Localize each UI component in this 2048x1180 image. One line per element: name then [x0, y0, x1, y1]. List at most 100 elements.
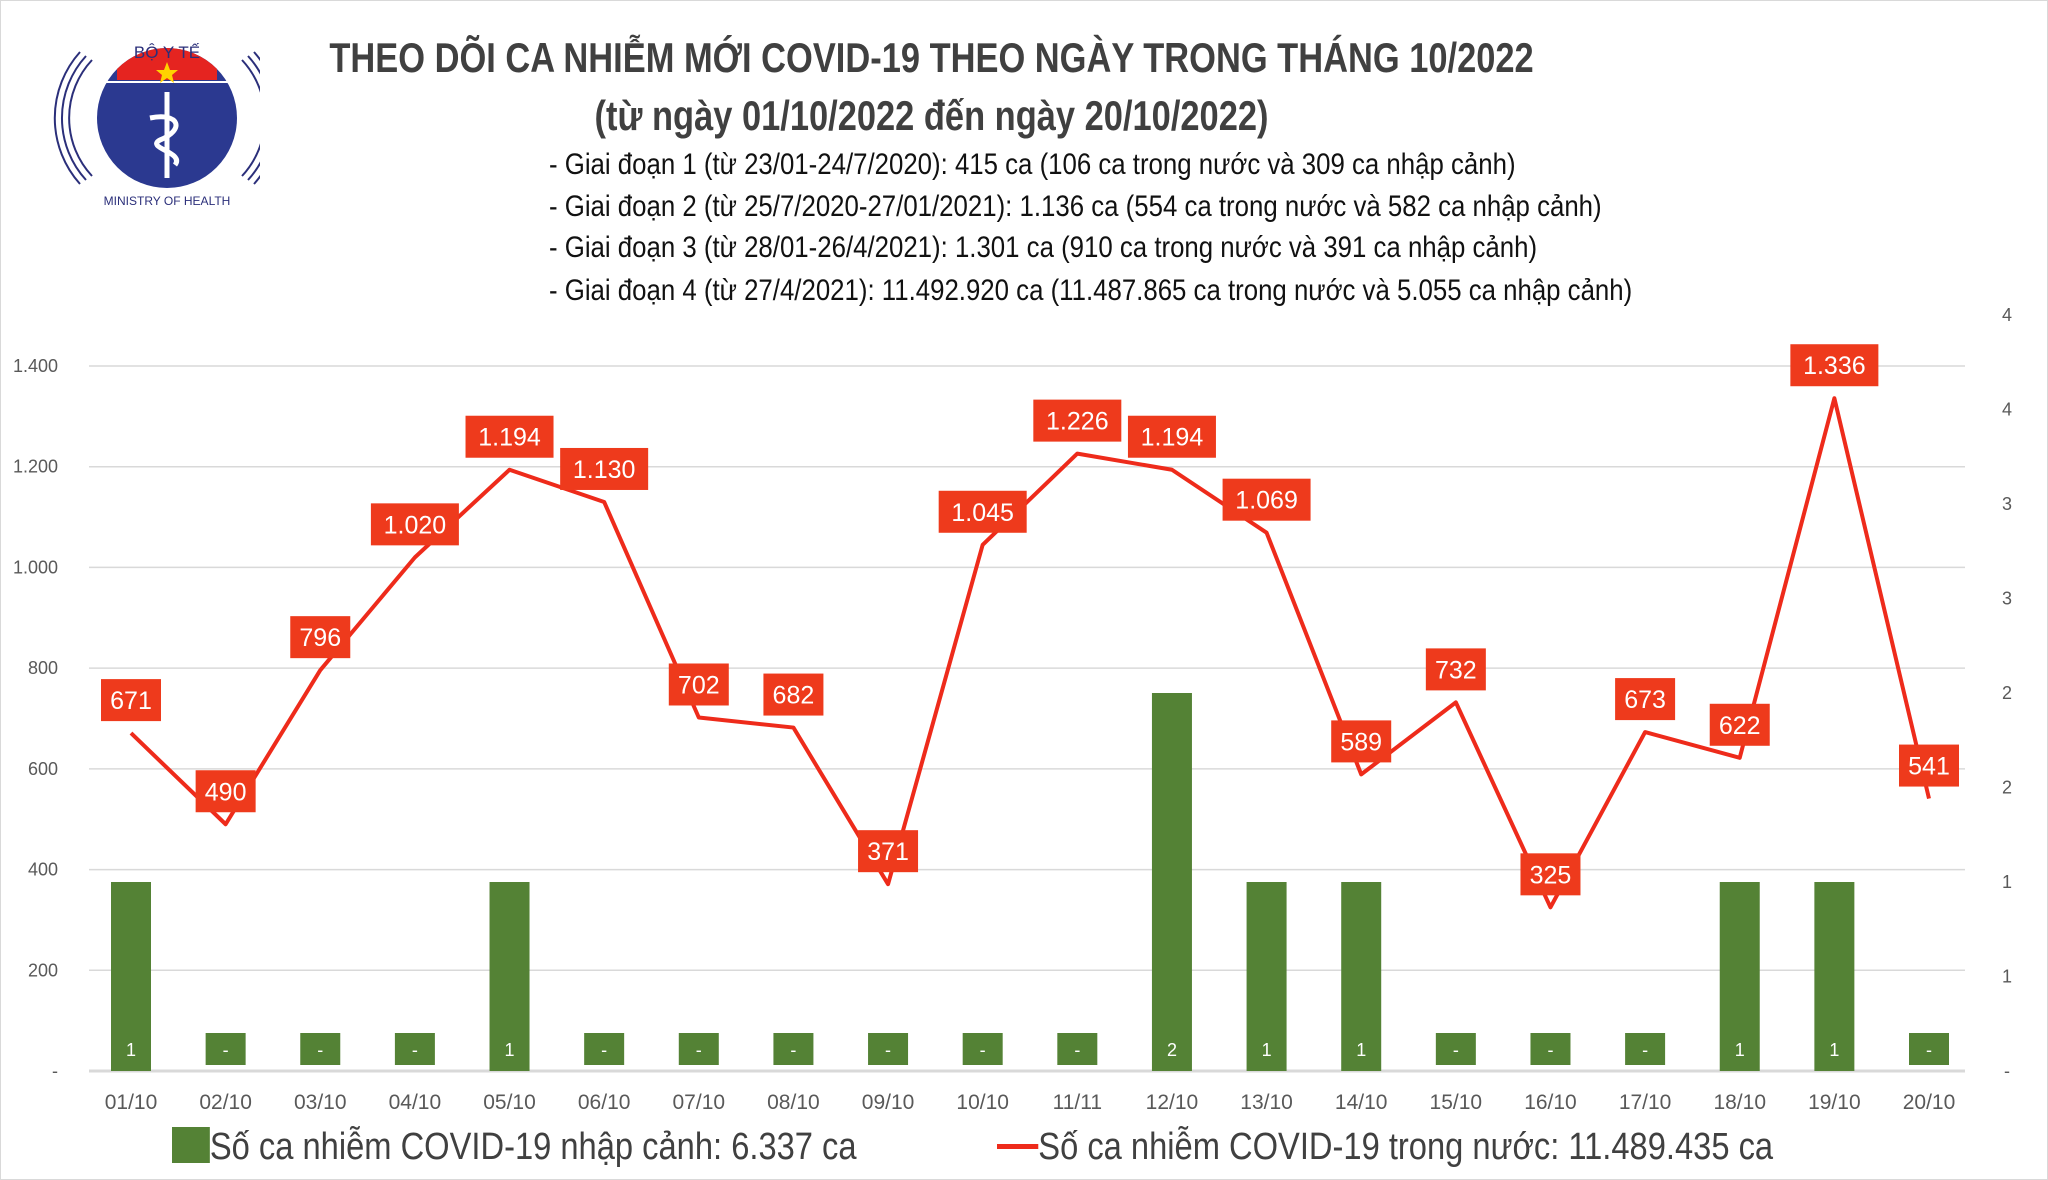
bar-imported — [205, 1033, 246, 1065]
line-data-label-box — [1520, 853, 1581, 896]
y-left-tick-label: 1.000 — [13, 557, 58, 577]
bar-data-label: 2 — [1167, 1040, 1177, 1060]
bar-imported — [489, 882, 530, 1071]
y-left-tick-label: 1.200 — [13, 457, 58, 477]
svg-text:BỘ Y TẾ: BỘ Y TẾ — [134, 43, 200, 62]
line-data-label: 490 — [205, 778, 247, 806]
x-tick-label: 08/10 — [767, 1091, 820, 1114]
bar-data-label: - — [223, 1040, 229, 1060]
bar-imported — [1625, 1033, 1666, 1065]
bar-imported — [773, 1033, 814, 1065]
line-data-label-box — [858, 830, 919, 873]
bar-imported — [1341, 882, 1382, 1071]
x-tick-label: 19/10 — [1808, 1091, 1861, 1114]
line-data-label-box — [668, 663, 729, 706]
bar-data-label: - — [317, 1040, 323, 1060]
x-tick-label: 11/11 — [1053, 1091, 1102, 1114]
chart-subtitle: (từ ngày 01/10/2022 đến ngày 20/10/2022) — [594, 92, 1269, 139]
x-tick-label: 04/10 — [389, 1091, 442, 1114]
y-left-tick-label: 600 — [28, 759, 58, 779]
line-data-label-box — [195, 770, 256, 813]
bar-data-label: 1 — [1829, 1040, 1839, 1060]
bar-imported — [962, 1033, 1003, 1065]
bar-imported — [1530, 1033, 1571, 1065]
bar-data-label: - — [1453, 1040, 1459, 1060]
line-data-label-box — [101, 679, 161, 722]
x-tick-label: 09/10 — [862, 1091, 915, 1114]
bar-data-label: - — [1074, 1040, 1080, 1060]
stage-note-3: - Giai đoạn 3 (từ 28/01-26/4/2021): 1.30… — [549, 231, 1538, 264]
line-data-label-box — [1127, 415, 1216, 458]
bar-data-label: - — [885, 1040, 891, 1060]
line-data-label: 796 — [299, 624, 341, 652]
bar-data-label: - — [980, 1040, 986, 1060]
line-data-label: 732 — [1435, 656, 1477, 684]
x-tick-label: 02/10 — [199, 1091, 252, 1114]
x-tick-label: 14/10 — [1335, 1091, 1388, 1114]
bar-data-label: 1 — [1262, 1040, 1272, 1060]
bar-imported — [1151, 693, 1192, 1071]
line-data-label: 1.020 — [384, 511, 447, 539]
y-left-tick-label: 1.400 — [13, 356, 58, 376]
line-data-label: 1.226 — [1046, 408, 1109, 436]
y-right-tick-label: 4 — [2002, 400, 2012, 420]
x-tick-label: 07/10 — [673, 1091, 726, 1114]
line-data-label-box — [1425, 648, 1486, 691]
line-data-label-box — [1790, 344, 1879, 387]
bar-imported — [394, 1033, 435, 1065]
line-data-label: 1.336 — [1803, 352, 1866, 380]
line-data-label: 1.045 — [951, 499, 1014, 527]
line-data-label: 671 — [110, 687, 152, 715]
bar-data-label: 1 — [1735, 1040, 1745, 1060]
line-data-label-box — [1709, 703, 1770, 746]
x-tick-label: 03/10 — [294, 1091, 347, 1114]
x-tick-label: 20/10 — [1903, 1091, 1956, 1114]
bar-imported — [868, 1033, 909, 1065]
line-data-label: 589 — [1340, 728, 1382, 756]
x-tick-label: 12/10 — [1146, 1091, 1199, 1114]
line-data-label-box — [370, 503, 459, 546]
bar-imported — [1246, 882, 1287, 1071]
svg-text:MINISTRY OF HEALTH: MINISTRY OF HEALTH — [104, 194, 231, 208]
line-data-label-box — [1033, 399, 1122, 442]
line-data-label-box — [465, 415, 554, 458]
bar-imported — [678, 1033, 719, 1065]
x-tick-label: 16/10 — [1524, 1091, 1577, 1114]
bar-data-label: 1 — [1356, 1040, 1366, 1060]
line-data-label-box — [290, 616, 351, 659]
y-left-tick-label: - — [52, 1061, 58, 1081]
x-tick-label: 05/10 — [483, 1091, 536, 1114]
line-data-label: 1.130 — [573, 456, 636, 484]
bar-imported — [1909, 1033, 1949, 1065]
bar-imported — [1435, 1033, 1476, 1065]
bar-data-label: - — [696, 1040, 702, 1060]
y-right-tick-label: 1 — [2002, 967, 2012, 987]
bar-imported — [1057, 1033, 1098, 1065]
y-right-tick-label: 2 — [2002, 683, 2012, 703]
x-tick-label: 17/10 — [1619, 1091, 1672, 1114]
bar-data-label: - — [790, 1040, 796, 1060]
chart-title: THEO DÕI CA NHIỄM MỚI COVID-19 THEO NGÀY… — [329, 34, 1534, 81]
stage-note-2: - Giai đoạn 2 (từ 25/7/2020-27/01/2021):… — [549, 190, 1602, 223]
line-data-label: 702 — [678, 671, 720, 699]
y-left-tick-label: 800 — [28, 658, 58, 678]
y-right-tick-label: - — [2004, 1061, 2010, 1081]
stage-note-4: - Giai đoạn 4 (từ 27/4/2021): 11.492.920… — [549, 274, 1633, 307]
y-left-tick-label: 400 — [28, 860, 58, 880]
line-data-label-box — [1331, 720, 1392, 763]
x-tick-label: 06/10 — [578, 1091, 631, 1114]
bar-data-label: - — [601, 1040, 607, 1060]
y-right-tick-label: 3 — [2002, 589, 2012, 609]
line-data-label-box — [560, 447, 649, 490]
legend-label-imported: Số ca nhiễm COVID-19 nhập cảnh: 6.337 ca — [209, 1126, 857, 1168]
line-domestic — [129, 396, 1931, 910]
bar-imported — [300, 1033, 341, 1065]
y-right-tick-label: 3 — [2002, 494, 2012, 514]
line-data-label: 1.194 — [1141, 424, 1204, 452]
y-left-tick-label: 200 — [28, 960, 58, 980]
ministry-of-health-logo: BỘ Y TẾ MINISTRY OF HEALTH — [53, 43, 260, 208]
line-data-label-box — [763, 673, 824, 716]
line-data-label: 541 — [1908, 753, 1950, 781]
y-right-tick-label: 1 — [2002, 872, 2012, 892]
x-tick-label: 10/10 — [956, 1091, 1009, 1114]
